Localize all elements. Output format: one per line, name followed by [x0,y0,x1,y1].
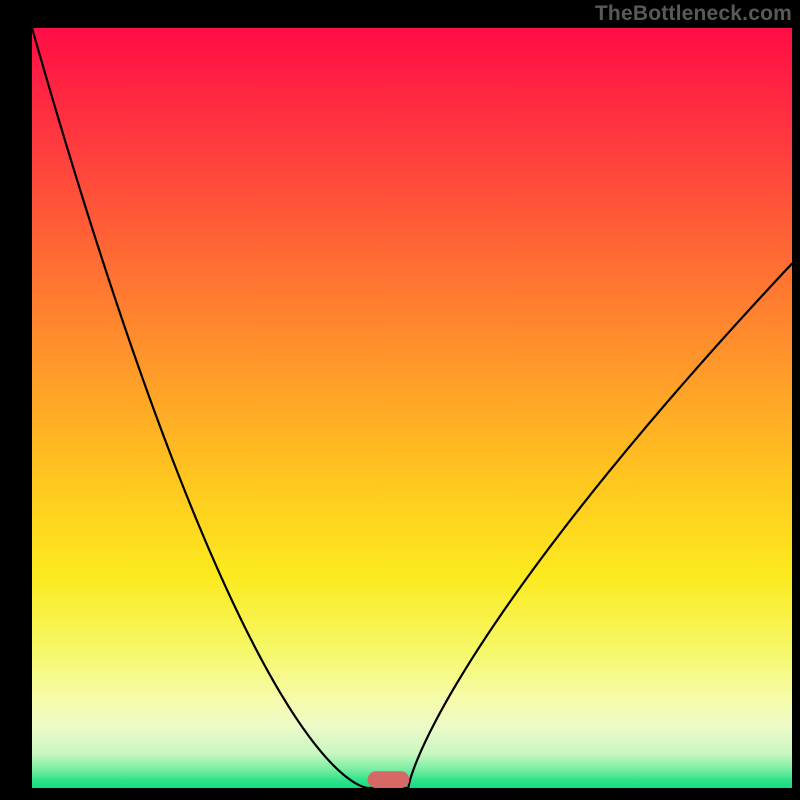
watermark-text: TheBottleneck.com [595,2,792,26]
plot-area [32,28,792,788]
chart-container: TheBottleneck.com [0,0,800,800]
min-marker [368,771,410,788]
chart-svg [32,28,792,788]
chart-background [32,28,792,788]
